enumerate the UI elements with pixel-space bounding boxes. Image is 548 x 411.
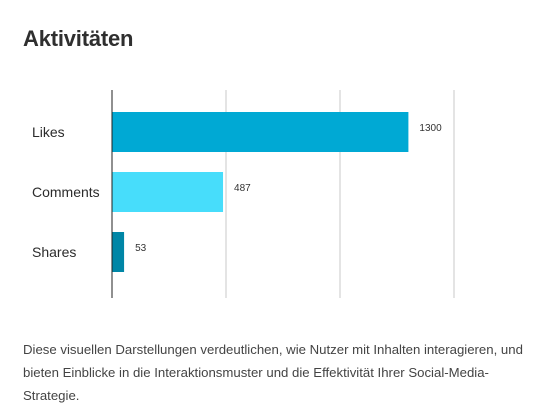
data-label: 1300 [419, 123, 442, 134]
chart-caption: Diese visuellen Darstellungen verdeutlic… [23, 342, 523, 403]
category-label: Comments [32, 184, 100, 200]
chart-area: Likes 1300 Comments 487 Shares 53 [32, 90, 455, 298]
category-label: Likes [32, 124, 65, 140]
category-label: Shares [32, 244, 76, 260]
bar-chart: Likes 1300 Comments 487 Shares 53 [32, 90, 455, 298]
data-label: 53 [135, 243, 147, 254]
bar-likes [112, 112, 409, 152]
data-label: 487 [234, 183, 251, 194]
bar-comments [112, 172, 224, 212]
bar-shares [112, 232, 125, 272]
chart-title: Aktivitäten [23, 26, 134, 51]
